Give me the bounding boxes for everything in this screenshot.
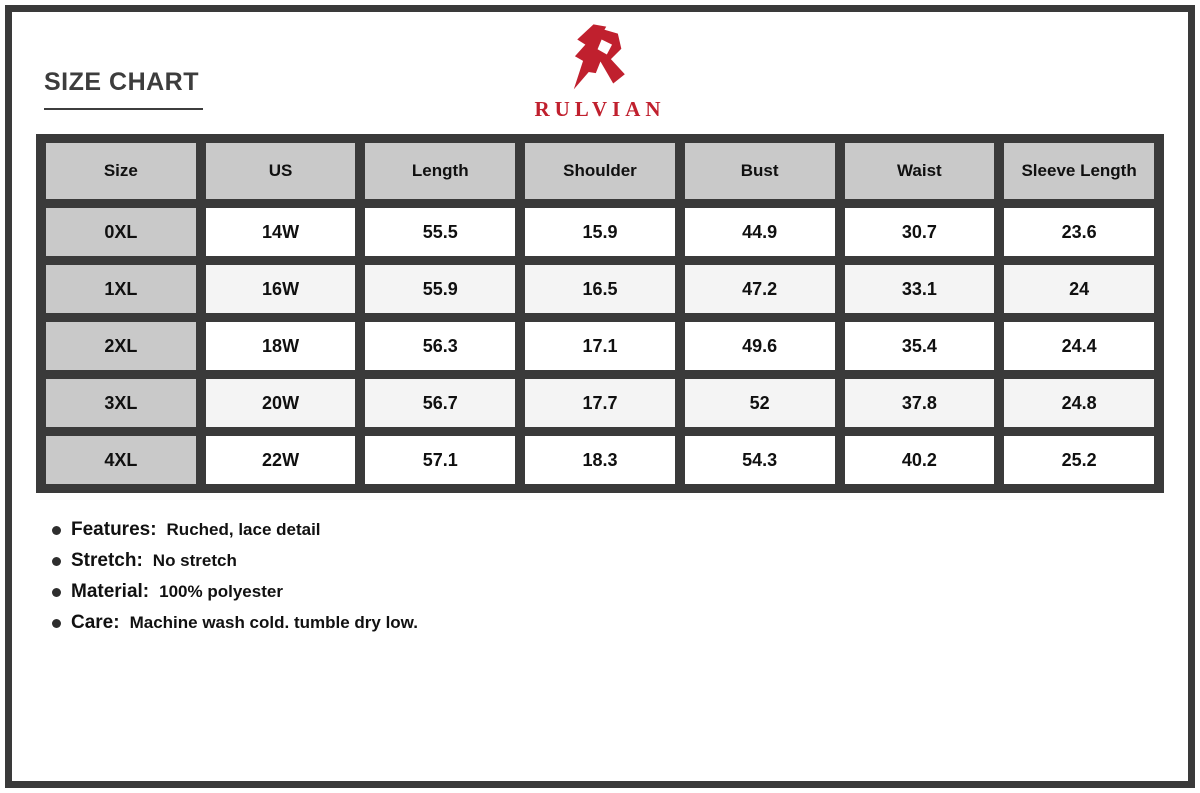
measurement-cell: 24.8: [1004, 379, 1154, 427]
page-frame: SIZE CHART RULVIAN Size US Length Should…: [5, 5, 1195, 788]
table-row: 1XL 16W 55.9 16.5 47.2 33.1 24: [46, 265, 1154, 313]
page-header: SIZE CHART RULVIAN: [12, 12, 1188, 134]
bullet-icon: [52, 525, 61, 535]
table-row: 0XL 14W 55.5 15.9 44.9 30.7 23.6: [46, 208, 1154, 256]
size-cell: 1XL: [46, 265, 196, 313]
page-title: SIZE CHART: [44, 68, 203, 110]
list-item: Stretch: No stretch: [52, 550, 1188, 572]
measurement-cell: 35.4: [844, 322, 995, 370]
measurement-cell: 25.2: [1004, 436, 1154, 484]
measurement-cell: 17.7: [525, 379, 675, 427]
measurement-cell: 33.1: [844, 265, 995, 313]
list-item: Care: Machine wash cold. tumble dry low.: [52, 612, 1188, 634]
bullet-icon: [52, 556, 61, 566]
measurement-cell: 44.9: [684, 208, 835, 256]
column-header-bust: Bust: [684, 143, 835, 199]
column-header-sleeve-length: Sleeve Length: [1004, 143, 1154, 199]
measurement-cell: 56.7: [365, 379, 516, 427]
detail-label: Material:: [71, 581, 150, 602]
column-header-shoulder: Shoulder: [525, 143, 675, 199]
measurement-cell: 55.5: [365, 208, 516, 256]
measurement-cell: 18W: [205, 322, 356, 370]
bullet-icon: [52, 618, 61, 628]
measurement-cell: 55.9: [365, 265, 516, 313]
detail-value: No stretch: [152, 551, 237, 570]
measurement-cell: 40.2: [844, 436, 995, 484]
measurement-cell: 20W: [205, 379, 356, 427]
measurement-cell: 16W: [205, 265, 356, 313]
list-item: Material: 100% polyester: [52, 581, 1188, 603]
detail-label: Features:: [71, 519, 157, 540]
measurement-cell: 47.2: [684, 265, 835, 313]
table-row: 2XL 18W 56.3 17.1 49.6 35.4 24.4: [46, 322, 1154, 370]
brand-name: RULVIAN: [534, 97, 666, 121]
measurement-cell: 57.1: [365, 436, 516, 484]
measurement-cell: 24.4: [1004, 322, 1154, 370]
measurement-cell: 16.5: [525, 265, 675, 313]
rulvian-r-mark-icon: [534, 24, 665, 96]
size-table: Size US Length Shoulder Bust Waist Sleev…: [36, 134, 1164, 493]
product-details-list: Features: Ruched, lace detail Stretch: N…: [52, 519, 1188, 634]
measurement-cell: 22W: [205, 436, 356, 484]
column-header-size: Size: [46, 143, 196, 199]
bullet-icon: [52, 587, 61, 597]
measurement-cell: 49.6: [684, 322, 835, 370]
size-cell: 2XL: [46, 322, 196, 370]
measurement-cell: 54.3: [684, 436, 835, 484]
measurement-cell: 30.7: [844, 208, 995, 256]
column-header-waist: Waist: [844, 143, 995, 199]
list-item: Features: Ruched, lace detail: [52, 519, 1188, 541]
table-header-row: Size US Length Shoulder Bust Waist Sleev…: [46, 143, 1154, 199]
size-cell: 0XL: [46, 208, 196, 256]
measurement-cell: 17.1: [525, 322, 675, 370]
measurement-cell: 56.3: [365, 322, 516, 370]
measurement-cell: 37.8: [844, 379, 995, 427]
column-header-length: Length: [365, 143, 516, 199]
detail-value: 100% polyester: [159, 582, 283, 601]
detail-value: Machine wash cold. tumble dry low.: [129, 613, 418, 632]
measurement-cell: 23.6: [1004, 208, 1154, 256]
measurement-cell: 14W: [205, 208, 356, 256]
detail-value: Ruched, lace detail: [166, 520, 321, 539]
size-cell: 4XL: [46, 436, 196, 484]
measurement-cell: 15.9: [525, 208, 675, 256]
detail-label: Stretch:: [71, 550, 143, 571]
brand-logo: RULVIAN: [534, 24, 665, 120]
column-header-us: US: [205, 143, 356, 199]
table-row: 3XL 20W 56.7 17.7 52 37.8 24.8: [46, 379, 1154, 427]
measurement-cell: 24: [1004, 265, 1154, 313]
measurement-cell: 18.3: [525, 436, 675, 484]
detail-label: Care:: [71, 612, 120, 633]
table-row: 4XL 22W 57.1 18.3 54.3 40.2 25.2: [46, 436, 1154, 484]
measurement-cell: 52: [684, 379, 835, 427]
size-cell: 3XL: [46, 379, 196, 427]
